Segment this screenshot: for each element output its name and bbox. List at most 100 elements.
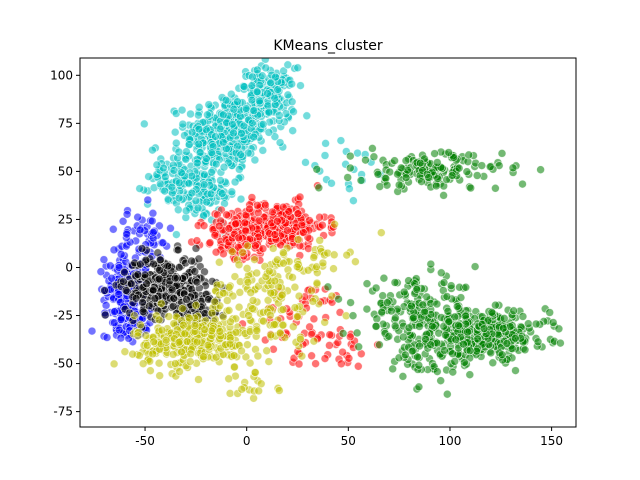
- data-point: [227, 187, 237, 197]
- data-point: [167, 285, 177, 295]
- data-point: [371, 322, 381, 331]
- data-point: [371, 283, 381, 293]
- data-point: [171, 138, 181, 148]
- data-point: [155, 371, 165, 381]
- data-point: [215, 327, 225, 336]
- data-point: [312, 278, 322, 288]
- data-point: [258, 119, 268, 129]
- data-point: [174, 178, 184, 188]
- data-point: [261, 63, 271, 73]
- data-point: [241, 104, 251, 113]
- data-point: [144, 172, 153, 181]
- data-point: [398, 332, 408, 342]
- data-point: [382, 298, 392, 307]
- data-point: [149, 259, 159, 269]
- data-point: [275, 138, 285, 147]
- data-point: [454, 321, 463, 330]
- data-point: [271, 72, 280, 82]
- data-point: [269, 320, 279, 329]
- data-point: [463, 327, 472, 337]
- data-point: [309, 314, 319, 324]
- data-point: [485, 162, 495, 172]
- data-point: [148, 227, 158, 237]
- data-point: [311, 359, 320, 369]
- data-point: [375, 182, 385, 191]
- x-tick-label: 50: [341, 434, 356, 448]
- data-point: [182, 147, 191, 157]
- data-point: [315, 236, 325, 245]
- data-point: [329, 250, 339, 260]
- data-point: [240, 218, 250, 228]
- data-point: [105, 261, 115, 271]
- data-point: [207, 148, 217, 158]
- data-point: [307, 351, 316, 361]
- data-point: [252, 65, 262, 75]
- data-point: [193, 203, 203, 213]
- data-point: [255, 96, 264, 106]
- data-point: [211, 352, 221, 362]
- data-point: [390, 321, 400, 331]
- data-point: [464, 150, 474, 160]
- data-point: [278, 305, 288, 314]
- data-point: [194, 110, 203, 120]
- data-point: [133, 270, 143, 279]
- data-point: [175, 367, 184, 376]
- data-point: [234, 302, 244, 312]
- data-point: [218, 110, 228, 120]
- data-point: [297, 220, 307, 230]
- data-point: [456, 293, 466, 302]
- data-point: [221, 95, 231, 105]
- data-point: [254, 216, 264, 226]
- data-point: [154, 274, 164, 284]
- data-point: [290, 282, 300, 292]
- data-point: [430, 149, 439, 158]
- data-point: [450, 312, 460, 322]
- data-point: [451, 335, 461, 345]
- data-point: [262, 346, 272, 356]
- data-point: [161, 172, 170, 182]
- data-point: [252, 326, 262, 336]
- data-point: [556, 338, 565, 348]
- data-point: [318, 258, 328, 268]
- data-point: [199, 180, 209, 190]
- data-point: [362, 279, 372, 289]
- data-point: [122, 209, 132, 219]
- data-point: [533, 337, 543, 347]
- chart-title: KMeans_cluster: [273, 38, 382, 54]
- data-point: [384, 331, 394, 341]
- data-point: [148, 285, 158, 295]
- data-point: [394, 180, 404, 190]
- data-point: [377, 307, 387, 317]
- data-point: [226, 89, 236, 99]
- data-point: [413, 352, 422, 362]
- data-point: [277, 290, 287, 300]
- data-point: [253, 201, 262, 210]
- data-point: [510, 333, 520, 343]
- data-point: [353, 361, 363, 371]
- data-point: [210, 230, 220, 240]
- data-point: [444, 317, 454, 326]
- data-point: [114, 289, 124, 299]
- data-point: [334, 294, 343, 304]
- data-point: [138, 359, 148, 369]
- data-point: [388, 364, 398, 374]
- data-point: [511, 366, 520, 375]
- data-point: [149, 337, 159, 347]
- data-point: [190, 321, 200, 330]
- data-point: [372, 314, 382, 324]
- data-point: [247, 193, 257, 202]
- data-point: [226, 317, 235, 327]
- data-point: [252, 268, 262, 278]
- data-point: [228, 119, 237, 129]
- data-point: [315, 212, 324, 222]
- data-point: [230, 177, 240, 187]
- data-point: [424, 173, 433, 182]
- data-point: [260, 200, 270, 210]
- data-point: [415, 341, 424, 351]
- data-point: [118, 216, 128, 226]
- data-point: [119, 277, 128, 286]
- data-point: [266, 288, 276, 298]
- y-tick-label: 75: [58, 116, 73, 130]
- data-point: [247, 95, 257, 105]
- data-point: [120, 347, 130, 357]
